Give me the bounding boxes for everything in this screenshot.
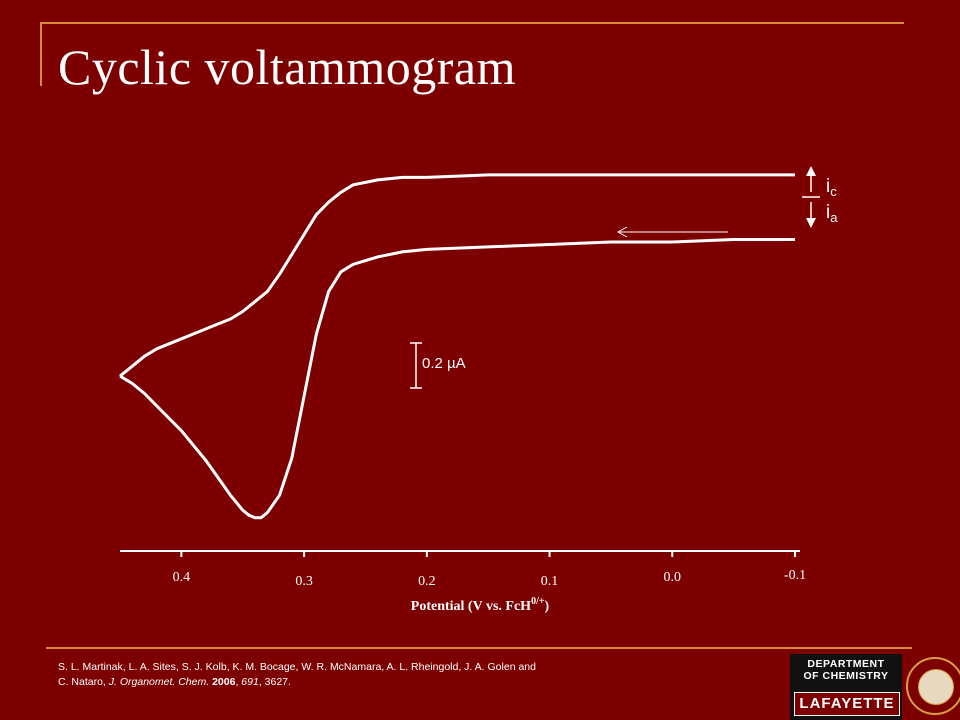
sweep-arrow-head xyxy=(616,226,628,238)
cathodic-current-label: ic xyxy=(826,176,837,199)
cathodic-label-sub: c xyxy=(830,184,837,199)
scale-bar-label: 0.2 µA xyxy=(422,355,466,372)
left-rule xyxy=(40,22,42,86)
bottom-rule xyxy=(46,647,912,649)
cathodic-arrow-head xyxy=(806,166,816,176)
scale-bar: 0.2 µA xyxy=(410,342,466,389)
x-axis-label-superscript: 0/+ xyxy=(531,596,545,607)
college-seal-icon xyxy=(906,657,960,715)
x-axis-label-main: Potential (V vs. FcH xyxy=(411,599,531,614)
citation-journal: J. Organomet. Chem. xyxy=(108,676,210,688)
anodic-arrow-head xyxy=(806,218,816,228)
x-tick-label: 0.2 xyxy=(418,574,436,589)
anodic-label-main: i xyxy=(826,202,830,223)
logo-text-block: DEPARTMENT OF CHEMISTRY LAFAYETTE xyxy=(790,654,902,720)
sweep-direction-arrow xyxy=(616,226,728,238)
seal-portrait-icon xyxy=(918,669,954,705)
current-direction-indicator: ic ia xyxy=(802,166,838,228)
citation-volume: 691 xyxy=(241,676,259,688)
cv-trace-1 xyxy=(119,238,795,520)
x-axis-label: Potential (V vs. FcH0/+) xyxy=(411,596,550,614)
cathodic-label-main: i xyxy=(826,176,830,197)
x-tick-label: 0.4 xyxy=(173,570,191,585)
x-tick-label: -0.1 xyxy=(784,568,806,583)
citation-authors: S. L. Martinak, L. A. Sites, S. J. Kolb,… xyxy=(58,661,536,688)
logo-line-2: OF CHEMISTRY xyxy=(803,670,889,682)
cv-trace-2 xyxy=(119,173,795,378)
plot-layer xyxy=(119,173,795,520)
department-logo: DEPARTMENT OF CHEMISTRY LAFAYETTE xyxy=(790,654,960,720)
anodic-label-sub: a xyxy=(830,210,838,225)
logo-line-1: DEPARTMENT xyxy=(807,658,885,670)
x-axis-label-close: ) xyxy=(545,599,550,614)
citation-pages: 3627. xyxy=(264,676,291,688)
slide-title: Cyclic voltammogram xyxy=(58,39,517,95)
anodic-current-label: ia xyxy=(826,202,838,225)
x-tick-label: 0.0 xyxy=(664,570,682,585)
x-tick-label: 0.1 xyxy=(541,574,559,589)
cyclic-voltammogram-chart: 0.4 0.3 0.2 0.1 0.0 -0.1 Potential (V vs. FcH… xyxy=(119,166,838,614)
logo-wordmark: LAFAYETTE xyxy=(794,692,900,716)
top-rule xyxy=(40,22,904,24)
x-ticks: 0.4 0.3 0.2 0.1 0.0 -0.1 xyxy=(173,551,806,589)
x-tick-label: 0.3 xyxy=(295,574,313,589)
citation: S. L. Martinak, L. A. Sites, S. J. Kolb,… xyxy=(58,661,536,688)
citation-year: 2006 xyxy=(212,676,236,688)
